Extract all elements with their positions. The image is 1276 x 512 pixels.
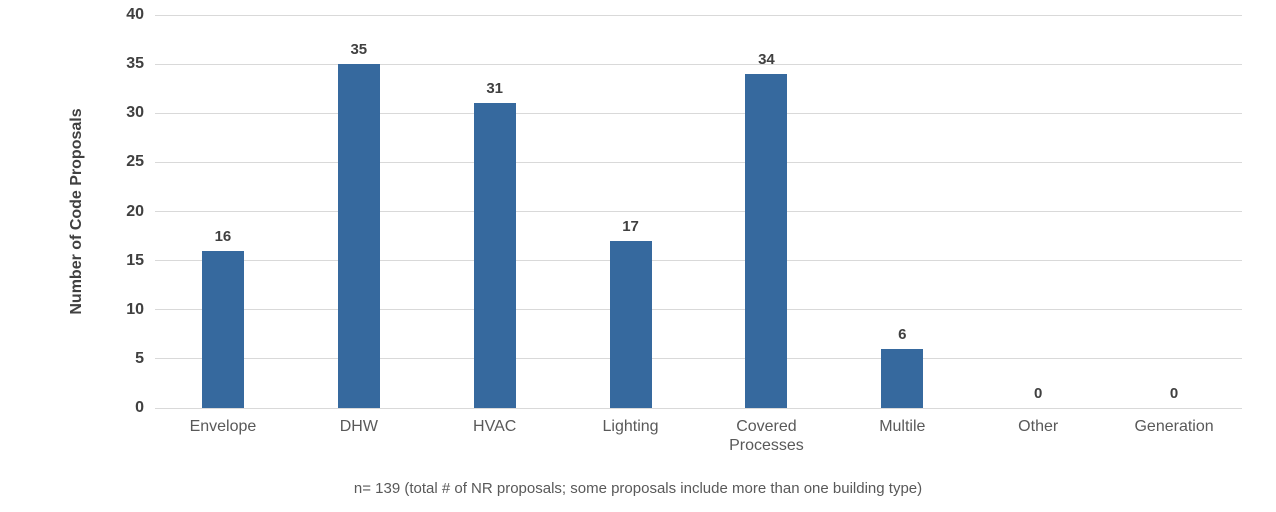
bar: [337, 64, 380, 408]
y-tick-label: 40: [126, 6, 144, 23]
y-tick-label: 0: [135, 399, 144, 416]
y-tick-label: 20: [126, 202, 144, 220]
x-category-label: Lighting: [602, 418, 659, 435]
gridline: [155, 14, 1242, 16]
bar: [609, 240, 652, 408]
gridline: [155, 112, 1242, 114]
x-category-label: Envelope: [189, 418, 257, 435]
bar-value-label: 6: [898, 326, 907, 344]
gridline: [155, 309, 1242, 311]
plot-area: 16 35 31 17 34 6 0 0: [155, 14, 1242, 409]
bar-value-label: 31: [486, 80, 504, 98]
y-tick-label: 10: [126, 300, 144, 318]
gridline: [155, 358, 1242, 360]
x-category-label: Multile: [879, 418, 926, 435]
bar-value-label: 35: [350, 41, 368, 59]
y-tick-label: 15: [126, 251, 144, 269]
bar: [201, 250, 244, 408]
gridline: [155, 407, 1242, 409]
bar-value-label: 16: [214, 227, 232, 245]
y-tick-label: 5: [135, 349, 144, 367]
bar-value-label: 0: [1169, 385, 1179, 402]
y-tick-label: 35: [126, 55, 144, 73]
x-category-label: HVAC: [473, 418, 517, 435]
x-category-label: DHW: [339, 418, 378, 435]
bar-value-label: 0: [1034, 385, 1043, 402]
chart-caption: n= 139 (total # of NR proposals; some pr…: [353, 480, 923, 497]
gridline: [155, 63, 1242, 65]
bar: [473, 103, 516, 408]
bar: [745, 73, 788, 408]
gridline: [155, 211, 1242, 212]
bar: [881, 349, 924, 408]
x-category-label: Other: [1018, 418, 1059, 435]
x-category-label: Generation: [1134, 418, 1214, 435]
x-category-label: Covered Processes: [729, 418, 804, 454]
y-tick-label: 30: [126, 104, 144, 122]
gridline: [155, 260, 1242, 262]
bar-value-label: 17: [622, 217, 639, 235]
gridline: [155, 161, 1242, 163]
bar-value-label: 34: [758, 50, 775, 68]
y-tick-label: 25: [126, 153, 144, 171]
